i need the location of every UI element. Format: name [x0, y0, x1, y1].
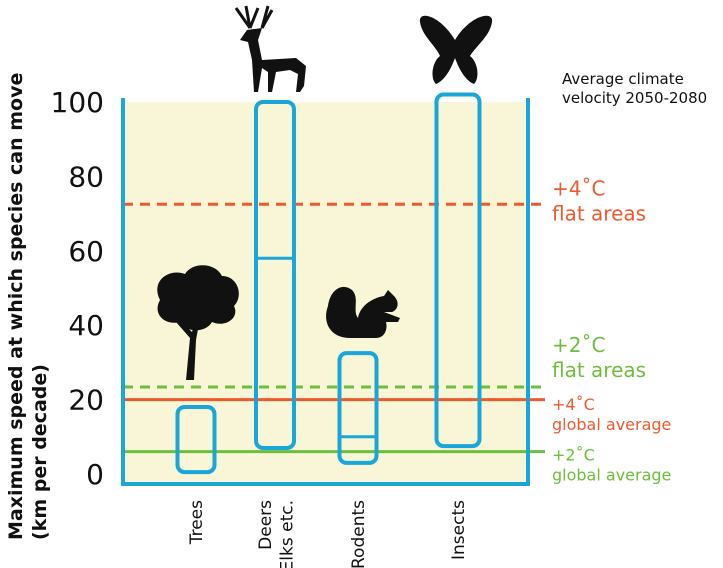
- y-tick-label: 0: [86, 458, 104, 491]
- y-tick-label: 60: [68, 235, 104, 268]
- x-tick-label: Insects: [449, 500, 469, 560]
- reference-label: +4˚C flat areas: [552, 176, 646, 225]
- y-tick-label: 80: [68, 160, 104, 193]
- x-tick-label: DeersElks etc.: [256, 500, 297, 568]
- annotation: Average climate velocity 2050-2080: [562, 70, 707, 107]
- y-axis-label: Maximum speed at which species can move(…: [5, 73, 51, 540]
- reference-label: +2˚C flat areas: [552, 333, 646, 382]
- x-tick-label: Rodents: [349, 500, 369, 568]
- x-tick-label: Trees: [187, 500, 207, 545]
- range-box: [337, 351, 379, 465]
- squirrel-icon: [326, 286, 400, 338]
- tree-icon: [157, 265, 239, 380]
- reference-label: +4˚C global average: [552, 395, 671, 434]
- y-tick-label: 40: [68, 309, 104, 342]
- reference-label: +2˚C global average: [552, 445, 671, 484]
- y-tick-label: 100: [51, 86, 104, 119]
- range-box: [254, 100, 296, 450]
- y-tick-label: 20: [68, 384, 104, 417]
- range-box: [434, 92, 482, 449]
- deer-icon: [234, 5, 306, 92]
- range-box: [175, 405, 217, 475]
- butterfly-icon: [419, 15, 493, 85]
